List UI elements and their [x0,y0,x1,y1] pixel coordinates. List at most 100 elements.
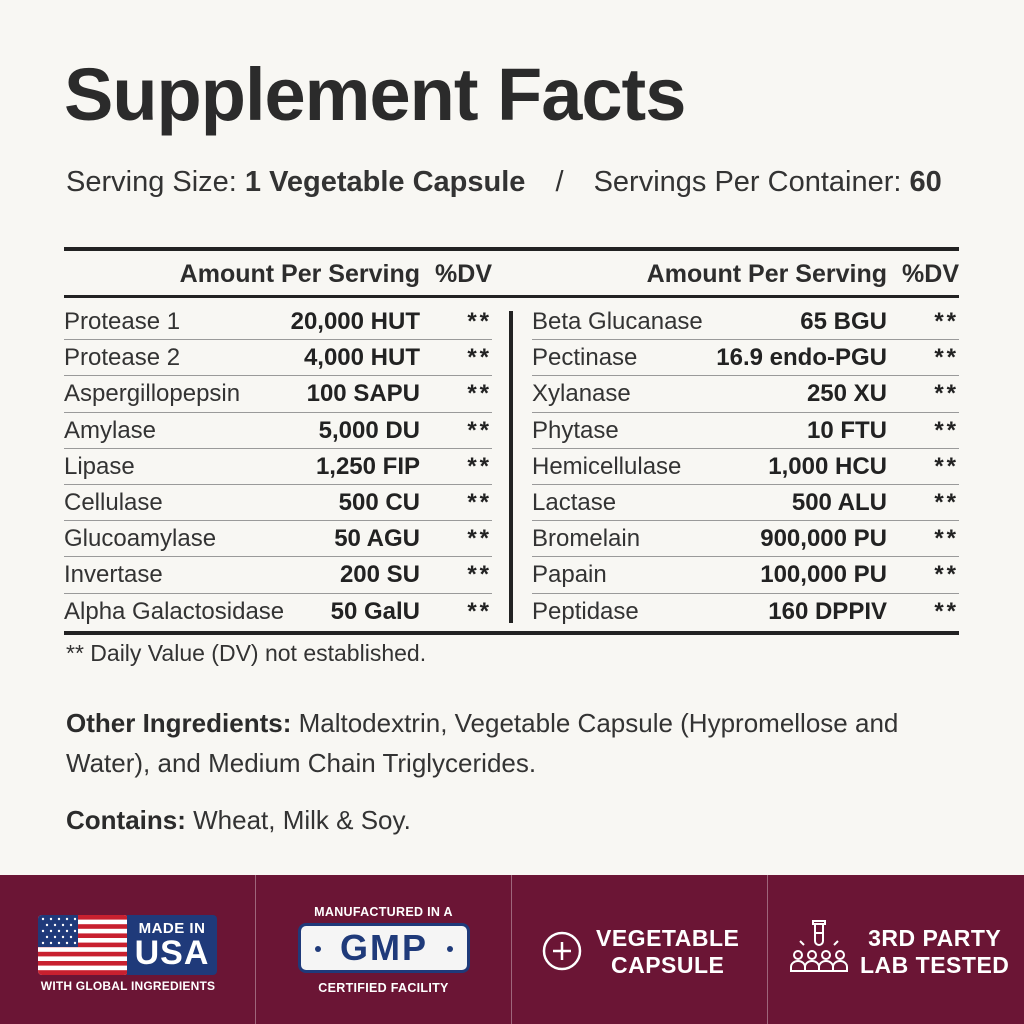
right-column: Amount Per Serving %DV Beta Glucanase 65 … [532,251,959,625]
table-row: Lipase 1,250 FIP ** [64,449,492,485]
other-ingredients-label: Other Ingredients: [66,708,292,738]
us-flag-icon [38,915,128,975]
table-row: Peptidase 160 DPPIV ** [532,594,959,630]
ingredient-dv: ** [467,344,492,372]
ingredient-dv: ** [467,488,492,516]
gmp-badge: MANUFACTURED IN A GMP CERTIFIED FACILITY [256,875,512,1024]
ingredient-dv: ** [467,525,492,553]
ingredient-dv: ** [934,416,959,444]
table-row: Lactase 500 ALU ** [532,485,959,522]
usa-label: USA [134,934,210,972]
ingredient-amount: 200 SU [339,561,420,589]
ingredient-amount: 500 CU [338,488,420,516]
ingredient-name: Protease 1 [64,308,181,335]
ingredient-name: Beta Glucanase [532,308,703,335]
ingredient-amount: 900,000 PU [760,525,887,553]
ingredient-amount: 16.9 endo-PGU [716,344,887,372]
table-row: Protease 2 4,000 HUT ** [64,340,492,377]
ingredient-name: Alpha Galactosidase [64,597,285,625]
contains-label: Contains: [66,805,186,835]
ingredient-name: Protease 2 [64,344,181,372]
ingredient-name: Cellulase [64,488,163,516]
ingredient-name: Glucoamylase [64,525,217,553]
ingredient-amount: 4,000 HUT [303,344,420,372]
table-row: Glucoamylase 50 AGU ** [64,521,492,558]
amount-header: Amount Per Serving [179,260,420,288]
lab-tested-badge: 3RD PARTY LAB TESTED [768,875,1024,1024]
left-column-header: Amount Per Serving %DV [64,251,492,298]
ingredient-dv: ** [934,525,959,553]
vegetable-label: VEGETABLE [596,925,740,951]
table-row: Aspergillopepsin 100 SAPU ** [64,376,492,413]
global-ingredients-label: WITH GLOBAL INGREDIENTS [40,979,216,993]
left-rows: Protease 1 20,000 HUT ** Protease 2 4,000 HU… [64,304,492,630]
dot-icon [447,946,453,952]
ingredient-name: Hemicellulase [532,452,682,480]
table-row: Papain 100,000 PU ** [532,557,959,594]
servings-per-container-value: 60 [909,166,942,198]
lab-test-tube-people-icon [790,920,848,972]
ingredient-dv: ** [467,380,492,408]
dv-footnote: ** Daily Value (DV) not established. [66,640,427,666]
allergen-contains: Contains: Wheat, Milk & Soy. [66,805,411,836]
ingredient-name: Aspergillopepsin [64,380,241,408]
ingredient-dv: ** [934,597,959,625]
plus-circle-icon [542,931,582,971]
ingredient-amount: 5,000 DU [318,416,420,444]
ingredient-amount: 1,000 HCU [768,452,887,480]
ingredient-dv: ** [934,380,959,408]
ingredient-name: Amylase [64,416,157,444]
amount-header: Amount Per Serving [646,260,887,288]
ingredient-name: Pectinase [532,344,638,372]
ingredient-name: Xylanase [532,380,631,408]
contains-text: Wheat, Milk & Soy. [185,805,411,835]
table-row: Phytase 10 FTU ** [532,413,959,449]
serving-info: Serving Size: 1 Vegetable Capsule / Serv… [66,164,942,200]
table-row: Beta Glucanase 65 BGU ** [532,304,959,341]
ingredient-name: Lactase [532,488,617,516]
ingredient-amount: 50 GalU [330,597,420,625]
ingredient-name: Bromelain [532,525,641,553]
made-in-usa-mark: MADE IN USA [127,915,217,975]
ingredient-amount: 10 FTU [806,416,887,444]
other-ingredients-text: Maltodextrin, Vegetable Capsule (Hyprome… [66,708,899,778]
made-in-usa-badge: MADE IN USA WITH GLOBAL INGREDIENTS [0,875,256,1024]
ingredient-dv: ** [467,452,492,480]
column-divider [509,311,513,623]
gmp-seal: GMP [298,923,470,973]
gmp-mark: GMP [339,927,428,968]
table-row: Amylase 5,000 DU ** [64,413,492,449]
ingredient-name: Lipase [64,452,135,480]
table-row: Invertase 200 SU ** [64,557,492,594]
supplement-facts-table: Amount Per Serving %DV Protease 1 20,000 … [64,247,959,635]
ingredient-name: Phytase [532,416,619,444]
third-party-label: 3RD PARTY [868,925,1002,951]
dot-icon [315,946,321,952]
table-row: Cellulase 500 CU ** [64,485,492,522]
table-row: Pectinase 16.9 endo-PGU ** [532,340,959,377]
serving-size-label: Serving Size: [66,166,237,198]
made-in-label: MADE IN [138,920,206,937]
serving-separator: / [555,166,564,198]
other-ingredients: Other Ingredients: Maltodextrin, Vegetab… [66,703,926,783]
ingredient-dv: ** [934,561,959,589]
table-row: Alpha Galactosidase 50 GalU ** [64,594,492,630]
right-column-header: Amount Per Serving %DV [532,251,959,298]
ingredient-dv: ** [934,308,959,335]
vegetable-capsule-label: VEGETABLE CAPSULE [596,925,739,979]
ingredient-name: Peptidase [532,597,639,625]
right-rows: Beta Glucanase 65 BGU ** Pectinase 16.9 endo… [532,304,959,630]
lab-tested-label: 3RD PARTY LAB TESTED [860,925,1009,979]
table-row: Protease 1 20,000 HUT ** [64,304,492,341]
ingredient-amount: 100,000 PU [760,561,887,589]
gmp-bottom-label: CERTIFIED FACILITY [318,981,449,995]
ingredient-amount: 250 XU [806,380,887,408]
ingredient-dv: ** [934,488,959,516]
ingredient-amount: 20,000 HUT [290,308,420,335]
servings-per-container-label: Servings Per Container: [593,166,902,198]
ingredient-amount: 65 BGU [800,308,887,335]
ingredient-dv: ** [934,452,959,480]
table-row: Hemicellulase 1,000 HCU ** [532,449,959,485]
ingredient-dv: ** [467,308,492,335]
page-title: Supplement Facts [64,53,686,136]
